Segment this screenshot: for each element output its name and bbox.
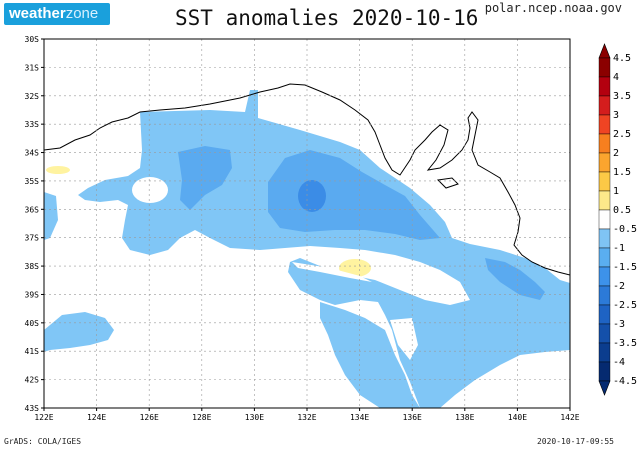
lon-tick-label: 132E xyxy=(297,413,316,422)
colorbar-label: 3 xyxy=(613,110,619,121)
colorbar-segment xyxy=(598,209,611,230)
lat-tick-label: 35S xyxy=(25,177,40,186)
colorbar-label: 0.5 xyxy=(613,205,631,216)
colorbar-top-cap xyxy=(598,43,611,59)
colorbar-segment xyxy=(598,247,611,268)
lat-tick-label: 38S xyxy=(25,262,40,271)
colorbar-label: -4 xyxy=(613,357,625,368)
longitude-labels: 122E 124E 126E 128E 130E 132E 134E 136E 138E 140E… xyxy=(34,408,580,422)
colorbar-segment xyxy=(598,228,611,249)
colorbar-segment xyxy=(598,133,611,154)
lat-tick-label: 42S xyxy=(25,376,40,385)
lon-tick-label: 140E xyxy=(508,413,527,422)
logo-main-text: weather xyxy=(9,5,66,22)
anomaly-core-mid-west xyxy=(178,146,232,210)
colorbar-label: 4 xyxy=(613,72,619,83)
colorbar-segment xyxy=(598,361,611,382)
colorbar-label: 2.5 xyxy=(613,129,631,140)
logo-accent-text: zone xyxy=(65,5,99,22)
anomaly-gap-center xyxy=(292,262,372,282)
lat-tick-label: 34S xyxy=(25,149,40,158)
colorbar-label: -4.5 xyxy=(613,376,637,387)
lat-tick-label: 30S xyxy=(25,35,40,44)
colorbar-label: -3.5 xyxy=(613,338,637,349)
lat-tick-label: 31S xyxy=(25,63,40,72)
coastline-kangaroo-island xyxy=(436,177,459,189)
lat-tick-label: 33S xyxy=(25,120,40,129)
colorbar-label: -3 xyxy=(613,319,625,330)
source-url: polar.ncep.noaa.gov xyxy=(484,1,622,15)
lat-tick-label: 37S xyxy=(25,234,40,243)
credit-text: GrADS: COLA/IGES xyxy=(4,437,82,446)
anomaly-fields xyxy=(44,90,570,408)
anomaly-core-dark xyxy=(298,180,326,212)
colorbar-bottom-cap xyxy=(598,380,611,396)
colorbar-label: 3.5 xyxy=(613,91,631,102)
anomaly-region-southwest xyxy=(44,312,114,352)
lon-tick-label: 136E xyxy=(403,413,422,422)
colorbar-label: -0.5 xyxy=(613,224,637,235)
colorbar-segment xyxy=(598,323,611,344)
lon-tick-label: 142E xyxy=(560,413,579,422)
lat-tick-label: 43S xyxy=(25,404,40,413)
anomaly-gap-southeast xyxy=(390,318,418,360)
anomaly-region-south xyxy=(320,302,420,408)
lat-tick-label: 39S xyxy=(25,290,40,299)
colorbar-label: -2.5 xyxy=(613,300,637,311)
lat-tick-label: 40S xyxy=(25,319,40,328)
warm-patch-west xyxy=(46,166,70,174)
lon-tick-label: 130E xyxy=(245,413,264,422)
colorbar-segment xyxy=(598,304,611,325)
anomaly-gap-west xyxy=(132,177,168,203)
coastline-mainland xyxy=(44,83,570,276)
lon-tick-label: 126E xyxy=(140,413,159,422)
colorbar-label: 4.5 xyxy=(613,53,631,64)
anomaly-core-mid xyxy=(268,150,440,240)
map-title: SST anomalies 2020-10-16 xyxy=(175,6,479,30)
colorbar-segment xyxy=(598,266,611,287)
latitude-labels: 30S 31S 32S 33S 34S 35S 36S 37S 38S 39S 40S 41S 42S 4… xyxy=(25,35,44,413)
lon-tick-label: 128E xyxy=(192,413,211,422)
colorbar-label: 1 xyxy=(613,186,619,197)
colorbar-label: 2 xyxy=(613,148,619,159)
colorbar-segment xyxy=(598,76,611,97)
lon-tick-label: 138E xyxy=(455,413,474,422)
warm-patch-center xyxy=(339,259,371,277)
colorbar-label: -2 xyxy=(613,281,625,292)
colorbar-label: 1.5 xyxy=(613,167,631,178)
lat-tick-label: 41S xyxy=(25,347,40,356)
timestamp-text: 2020-10-17-09:55 xyxy=(536,437,614,446)
colorbar-segment xyxy=(598,152,611,173)
colorbar-segment xyxy=(598,285,611,306)
coastline xyxy=(44,83,570,276)
lon-tick-label: 134E xyxy=(350,413,369,422)
lon-tick-label: 122E xyxy=(34,413,53,422)
lon-tick-label: 124E xyxy=(87,413,106,422)
colorbar-segment xyxy=(598,171,611,192)
colorbar-segment xyxy=(598,95,611,116)
lat-tick-label: 36S xyxy=(25,205,40,214)
anomaly-core-bass-strait xyxy=(485,258,545,300)
colorbar: 4.5 4 3.5 3 2.5 2 1.5 1 0.5 -0.5 -1 -1.5 -2 -2.5 -3 -3.… xyxy=(598,43,637,396)
colorbar-segment xyxy=(598,342,611,363)
lat-tick-label: 32S xyxy=(25,92,40,101)
weatherzone-logo: weatherzone xyxy=(4,3,110,25)
colorbar-label: -1 xyxy=(613,243,625,254)
colorbar-segment xyxy=(598,190,611,211)
anomaly-region-west-edge xyxy=(44,192,58,240)
colorbar-segment xyxy=(598,114,611,135)
colorbar-segment xyxy=(598,57,611,78)
colorbar-label: -1.5 xyxy=(613,262,637,273)
gridlines xyxy=(44,39,570,408)
